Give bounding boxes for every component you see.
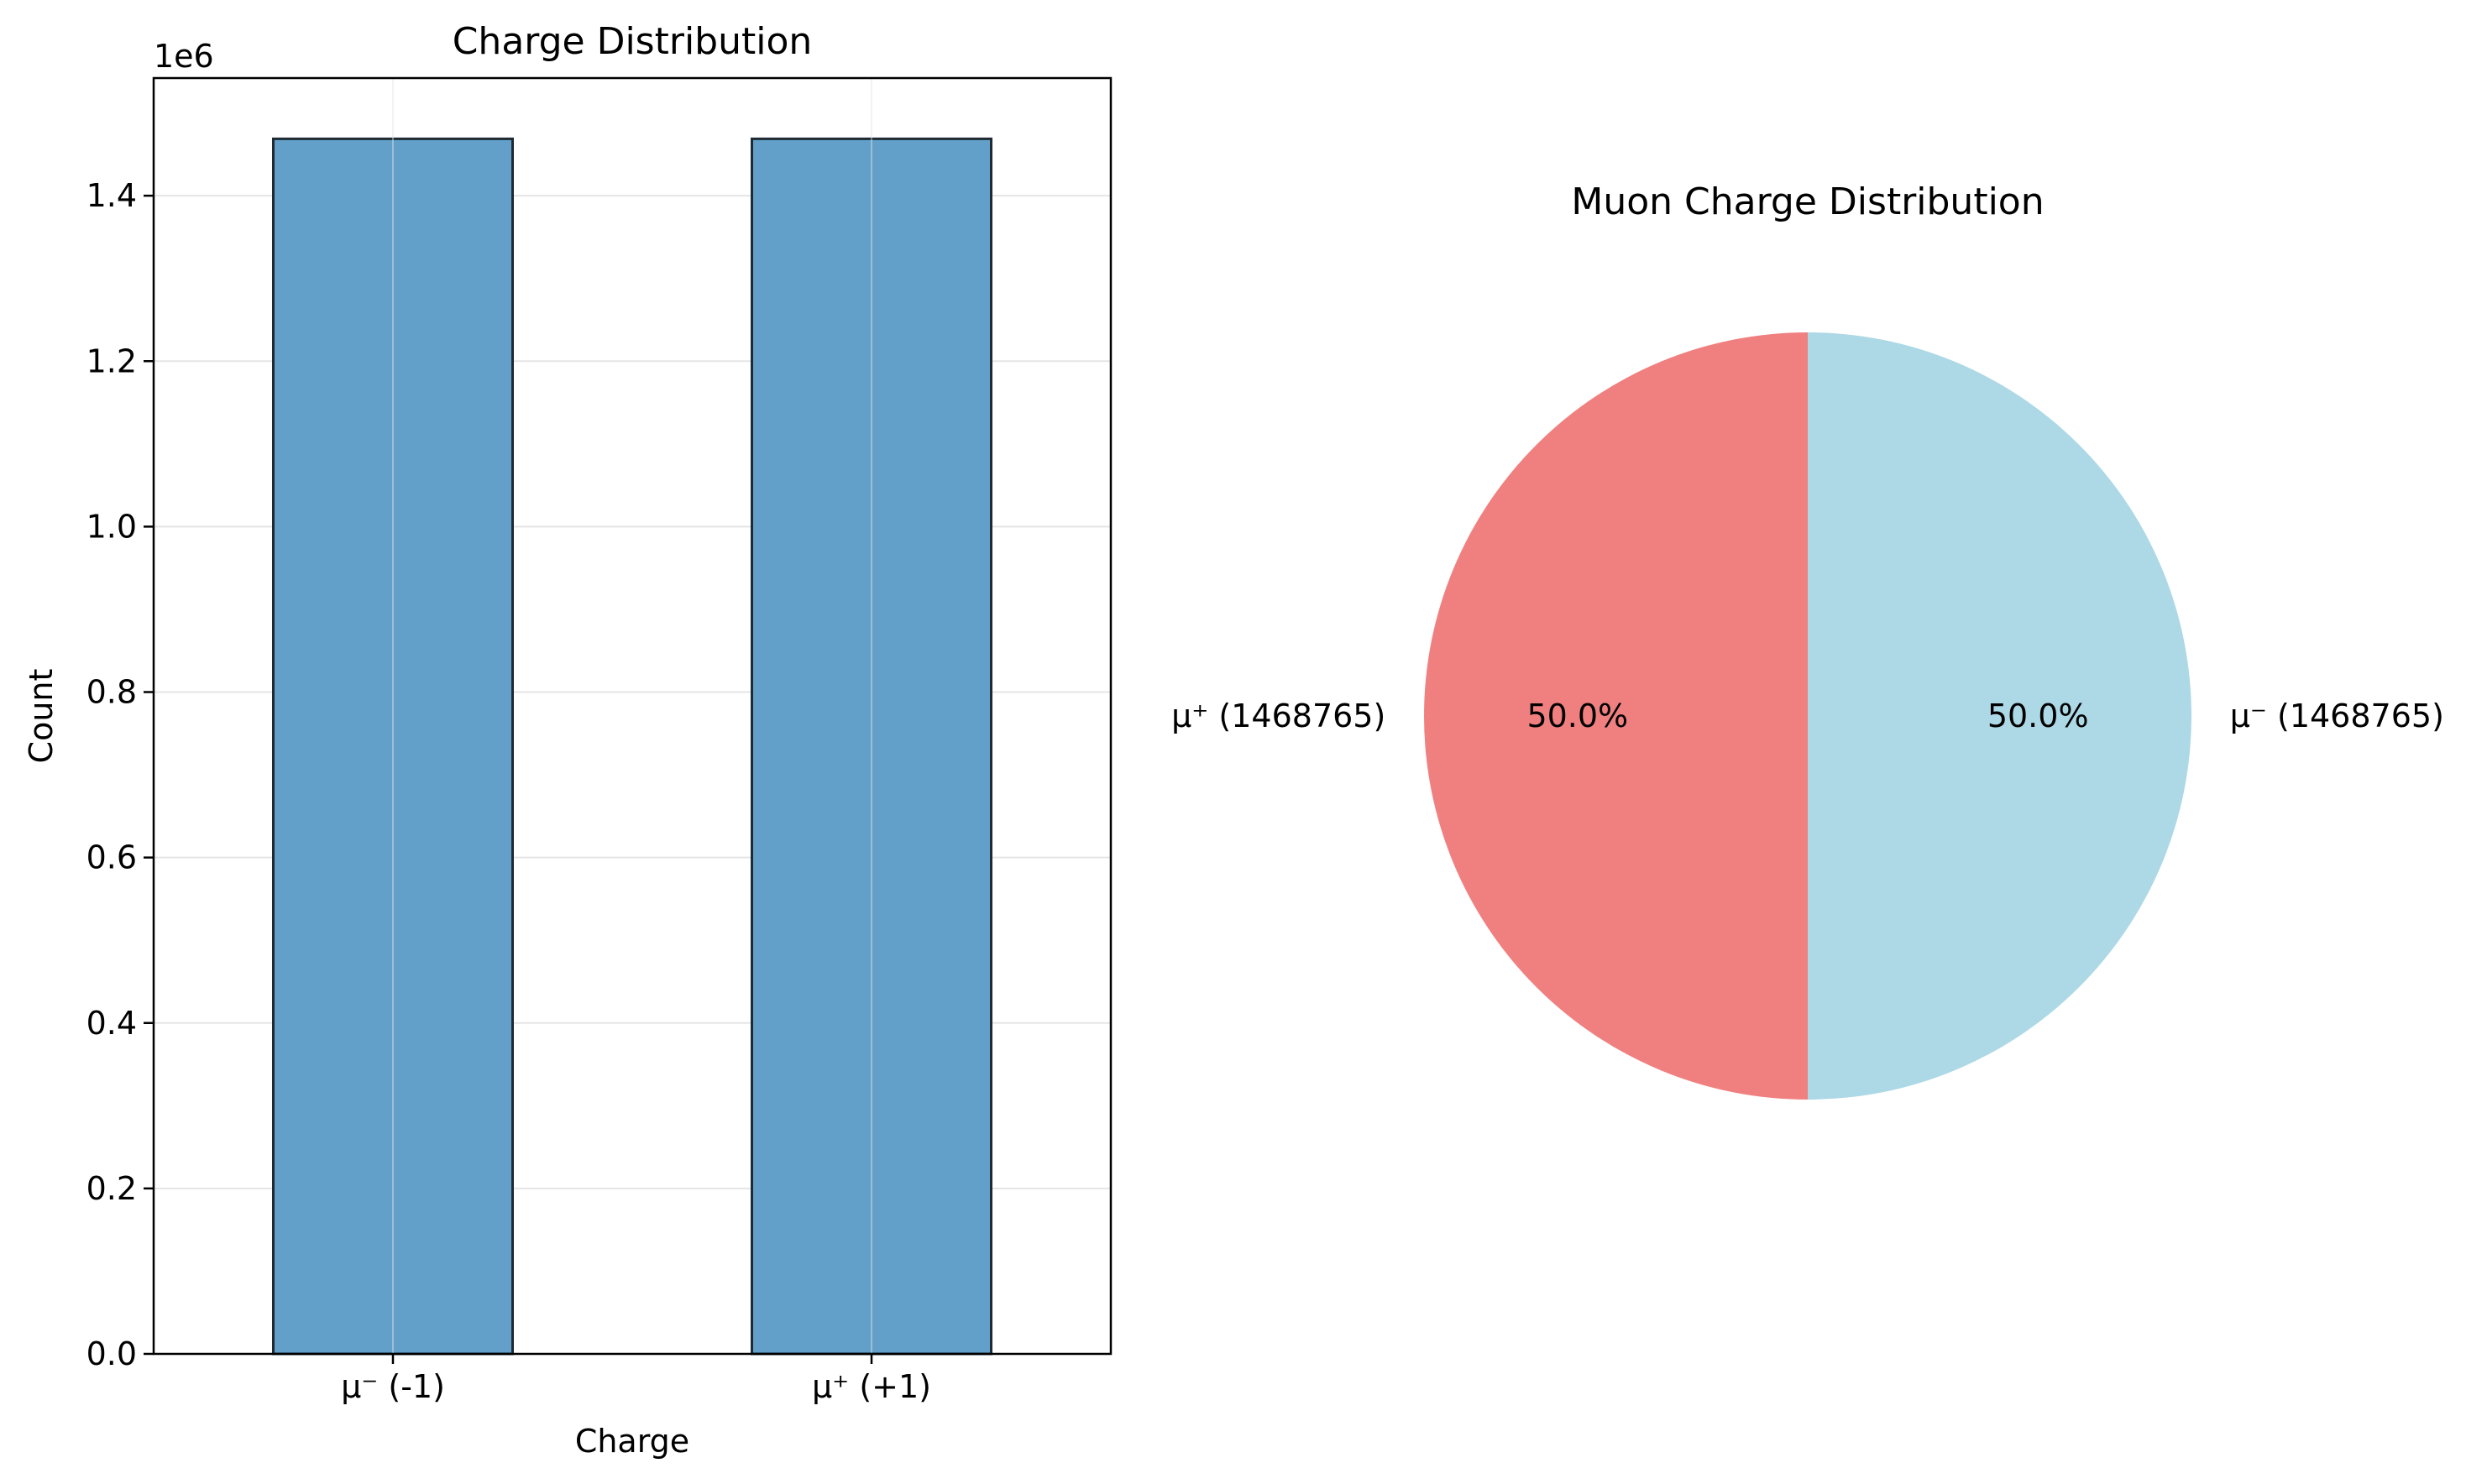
- bar-mark: [272, 137, 514, 1356]
- bar-y-tick-label: 0.0: [86, 1335, 137, 1372]
- bar-y-tick-label: 1.2: [86, 342, 137, 379]
- pie-slices: [1424, 332, 2191, 1100]
- bar-y-tick-label: 1.0: [86, 508, 137, 545]
- bar-x-axis-label: Charge: [575, 1423, 689, 1460]
- pie-labels: 50.0% μ⁺ (1468765) 50.0% μ⁻ (1468765): [1171, 698, 2444, 734]
- bar-x-ticks: μ⁻ (-1) μ⁺ (+1): [341, 1354, 931, 1405]
- bar-y-tick-label: 0.8: [86, 674, 137, 711]
- bar-chart-title: Charge Distribution: [453, 20, 813, 63]
- bar-chart: 0.00.20.40.60.81.01.21.4 μ⁻ (-1) μ⁺ (+1) …: [23, 20, 1113, 1460]
- bar-y-tick-label: 0.6: [86, 839, 137, 876]
- pie-chart-title: Muon Charge Distribution: [1571, 180, 2044, 223]
- bar-y-axis-label: Count: [23, 669, 60, 764]
- bar-x-tick-label: μ⁻ (-1): [341, 1368, 445, 1405]
- bar-series: [272, 78, 992, 1356]
- pie-pct-label: 50.0%: [1526, 698, 1628, 734]
- pie-slice: [1808, 332, 2191, 1100]
- bar-y-tick-label: 0.2: [86, 1170, 137, 1207]
- pie-chart: Muon Charge Distribution 50.0% μ⁺ (146876…: [1171, 180, 2444, 1100]
- bar-y-tick-label: 1.4: [86, 177, 137, 214]
- bar-axes-frame: [152, 76, 1113, 1356]
- bar-x-tick-label: μ⁺ (+1): [812, 1368, 931, 1405]
- pie-slice: [1424, 332, 1808, 1100]
- bar-offset-text: 1e6: [154, 38, 214, 75]
- pie-slice-label: μ⁻ (1468765): [2230, 698, 2444, 734]
- pie-slice-label: μ⁺ (1468765): [1171, 698, 1385, 734]
- bar-y-ticks: 0.0 0.2 0.4 0.6 0.8 1.0 1.2 1.4: [86, 177, 154, 1372]
- pie-pct-label: 50.0%: [1987, 698, 2089, 734]
- bar-y-tick-label: 0.4: [86, 1005, 137, 1042]
